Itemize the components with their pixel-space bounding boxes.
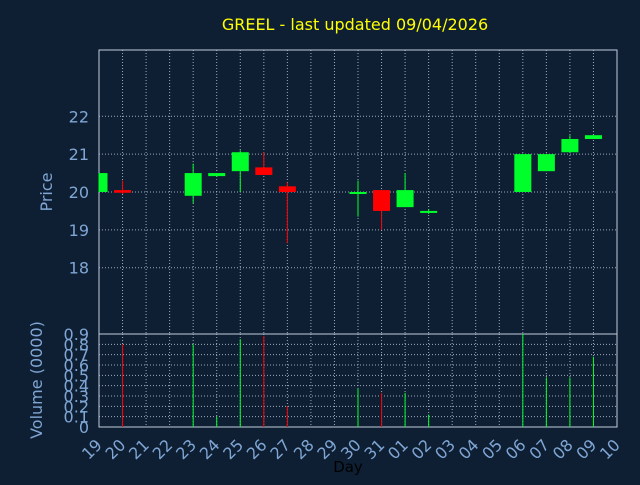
volume-tick-label: 0.9: [64, 325, 89, 344]
candle-body: [208, 173, 226, 177]
price-tick-label: 21: [69, 145, 89, 164]
candle-body: [420, 210, 438, 213]
candle-body: [114, 190, 132, 193]
candle-body: [514, 154, 532, 192]
volume-tick-label: 0.7: [64, 346, 89, 365]
price-tick-label: 18: [69, 259, 89, 278]
price-tick-label: 22: [69, 107, 89, 126]
candle-body: [373, 190, 391, 211]
candle-body: [584, 135, 602, 139]
candle-body: [349, 192, 367, 194]
volume-tick-label: 0.3: [64, 387, 89, 406]
candle-body: [278, 186, 296, 192]
volume-tick-label: 0.1: [64, 408, 89, 427]
price-tick-label: 19: [69, 221, 89, 240]
candle-body: [231, 152, 249, 172]
volume-tick-label: 0.6: [64, 356, 89, 375]
volume-axis-label: Volume (0000): [27, 321, 46, 439]
volume-tick-label: 0.8: [64, 335, 89, 354]
price-axis-label: Price: [37, 172, 56, 211]
x-axis-label: Day: [333, 458, 363, 476]
volume-tick-label: 0.2: [64, 397, 89, 416]
price-tick-label: 20: [69, 183, 89, 202]
candle-body: [396, 190, 414, 208]
candle-body: [561, 138, 579, 153]
candle-body: [537, 154, 555, 172]
chart-title: GREEL - last updated 09/04/2026: [222, 15, 488, 34]
candle-body: [255, 167, 273, 175]
volume-tick-label: 0: [79, 418, 89, 437]
candle-body: [99, 173, 108, 192]
volume-tick-label: 0.4: [64, 377, 89, 396]
grid-group: [99, 50, 617, 427]
candle-body: [184, 173, 202, 196]
volume-tick-label: 0.5: [64, 366, 89, 385]
x-tick-label: 10: [596, 435, 624, 463]
